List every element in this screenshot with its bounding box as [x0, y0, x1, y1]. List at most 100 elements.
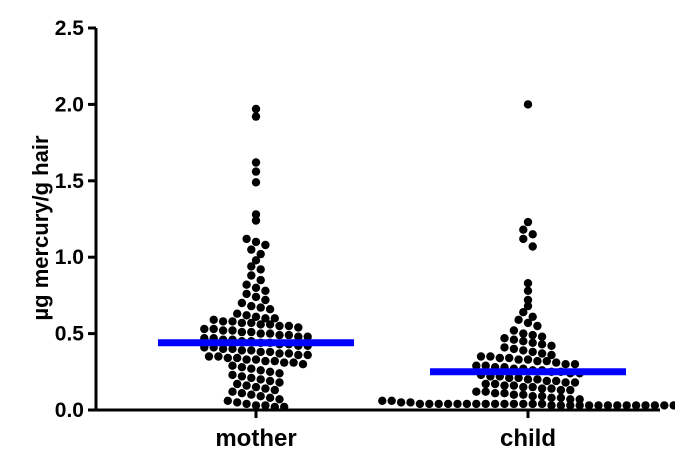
data-point-child: [505, 354, 513, 362]
data-point-child: [547, 401, 555, 409]
y-tick-label: 2.0: [55, 93, 84, 116]
data-point-child: [623, 401, 631, 409]
data-point-mother: [257, 276, 265, 284]
data-point-mother: [247, 328, 255, 336]
data-point-mother: [242, 311, 250, 319]
y-tick-label: 1.0: [55, 246, 84, 269]
data-point-mother: [238, 389, 246, 397]
data-point-child: [524, 375, 532, 383]
data-point-child: [561, 378, 569, 386]
data-point-child: [496, 354, 504, 362]
data-point-child: [585, 401, 593, 409]
data-point-mother: [210, 316, 218, 324]
data-point-mother: [242, 235, 250, 243]
data-point-child: [538, 340, 546, 348]
data-point-child: [524, 287, 532, 295]
data-point-mother: [233, 354, 241, 362]
data-point-mother: [252, 105, 260, 113]
data-point-child: [660, 401, 668, 409]
y-tick-label: 0.0: [55, 399, 84, 422]
data-point-child: [510, 381, 518, 389]
data-point-mother: [266, 348, 274, 356]
data-point-mother: [289, 358, 297, 366]
data-point-child: [519, 308, 527, 316]
data-point-mother: [266, 305, 274, 313]
data-point-mother: [271, 386, 279, 394]
data-point-mother: [285, 349, 293, 357]
data-point-child: [641, 401, 649, 409]
y-axis-title: µg mercury/g hair: [28, 135, 53, 321]
data-point-mother: [261, 384, 269, 392]
data-point-child: [406, 398, 414, 406]
data-point-mother: [294, 323, 302, 331]
data-point-mother: [242, 355, 250, 363]
data-point-mother: [299, 360, 307, 368]
data-point-child: [482, 400, 490, 408]
data-point-mother: [242, 400, 250, 408]
data-point-child: [547, 384, 555, 392]
data-point-mother: [200, 325, 208, 333]
data-point-child: [486, 352, 494, 360]
x-tick-label-child: child: [500, 425, 556, 450]
y-tick-label: 0.5: [55, 323, 85, 346]
data-point-child: [510, 326, 518, 334]
data-point-mother: [228, 388, 236, 396]
data-point-mother: [257, 392, 265, 400]
data-point-child: [524, 218, 532, 226]
data-point-mother: [275, 322, 283, 330]
data-point-mother: [219, 326, 227, 334]
data-point-child: [571, 378, 579, 386]
data-point-child: [557, 394, 565, 402]
data-point-child: [491, 380, 499, 388]
data-point-child: [538, 349, 546, 357]
data-point-mother: [257, 329, 265, 337]
data-point-child: [533, 375, 541, 383]
data-point-child: [529, 230, 537, 238]
data-point-mother: [257, 265, 265, 273]
data-point-mother: [271, 403, 279, 411]
data-point-child: [529, 339, 537, 347]
data-point-mother: [224, 354, 232, 362]
data-point-child: [538, 384, 546, 392]
data-point-mother: [247, 245, 255, 253]
data-point-mother: [294, 351, 302, 359]
data-point-child: [472, 388, 480, 396]
data-point-child: [444, 400, 452, 408]
data-point-child: [500, 343, 508, 351]
data-point-mother: [252, 167, 260, 175]
data-point-child: [552, 358, 560, 366]
data-point-child: [425, 400, 433, 408]
data-point-mother: [252, 293, 260, 301]
data-point-child: [547, 342, 555, 350]
data-point-mother: [252, 355, 260, 363]
data-point-child: [557, 386, 565, 394]
data-point-mother: [261, 401, 269, 409]
data-point-mother: [242, 381, 250, 389]
data-point-child: [477, 352, 485, 360]
data-point-mother: [247, 346, 255, 354]
data-point-child: [547, 394, 555, 402]
data-point-child: [397, 398, 405, 406]
data-point-mother: [252, 178, 260, 186]
data-point-child: [524, 100, 532, 108]
data-point-child: [529, 242, 537, 250]
data-point-mother: [271, 357, 279, 365]
data-point-mother: [247, 365, 255, 373]
data-point-mother: [252, 238, 260, 246]
data-point-mother: [266, 377, 274, 385]
data-point-child: [529, 348, 537, 356]
data-point-mother: [228, 362, 236, 370]
data-point-child: [514, 355, 522, 363]
data-point-mother: [228, 326, 236, 334]
data-point-mother: [219, 317, 227, 325]
data-point-mother: [252, 383, 260, 391]
data-point-child: [533, 357, 541, 365]
data-point-mother: [257, 375, 265, 383]
data-point-child: [557, 401, 565, 409]
data-point-mother: [247, 262, 255, 270]
x-tick-label-mother: mother: [215, 425, 296, 450]
data-point-mother: [238, 319, 246, 327]
data-point-child: [670, 401, 675, 409]
data-point-mother: [228, 317, 236, 325]
data-point-child: [500, 334, 508, 342]
